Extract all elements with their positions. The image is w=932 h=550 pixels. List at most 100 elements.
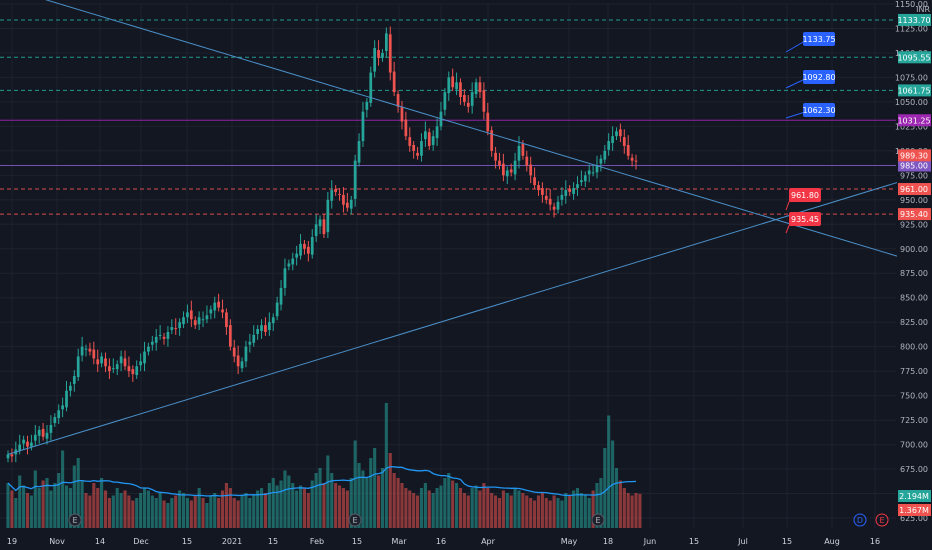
candle-body[interactable] — [92, 349, 96, 359]
candle-body[interactable] — [459, 82, 462, 98]
candle-body[interactable] — [143, 351, 146, 364]
candle-body[interactable] — [314, 224, 318, 237]
candle-body[interactable] — [69, 385, 72, 391]
candle-body[interactable] — [6, 454, 10, 459]
candle-body[interactable] — [521, 144, 525, 156]
candle-body[interactable] — [22, 439, 25, 444]
candle-body[interactable] — [264, 325, 267, 332]
candle-body[interactable] — [463, 95, 466, 102]
candle-body[interactable] — [560, 194, 564, 200]
candle-body[interactable] — [587, 170, 591, 175]
candle-body[interactable] — [537, 185, 540, 191]
candle-body[interactable] — [427, 132, 431, 146]
candle-body[interactable] — [541, 188, 544, 195]
candle-body[interactable] — [384, 33, 388, 51]
candle-body[interactable] — [494, 152, 497, 161]
candle-body[interactable] — [529, 164, 533, 176]
candle-body[interactable] — [591, 172, 595, 174]
candle-body[interactable] — [490, 130, 494, 151]
candle-body[interactable] — [57, 410, 61, 419]
candle-body[interactable] — [322, 219, 326, 235]
axis-level-tag[interactable]: 935.40 — [898, 208, 931, 221]
candle-body[interactable] — [37, 429, 41, 436]
candle-body[interactable] — [244, 346, 248, 362]
candle-body[interactable] — [396, 94, 400, 107]
candle-body[interactable] — [388, 34, 392, 73]
candle-body[interactable] — [18, 444, 22, 451]
candle-body[interactable] — [318, 219, 322, 227]
candle-body[interactable] — [131, 369, 135, 375]
candle-body[interactable] — [108, 366, 111, 372]
candle-body[interactable] — [158, 334, 162, 336]
candle-body[interactable] — [119, 356, 123, 364]
candle-body[interactable] — [291, 258, 295, 265]
candle-body[interactable] — [634, 160, 638, 162]
candle-body[interactable] — [435, 126, 439, 139]
candle-body[interactable] — [115, 364, 119, 370]
candle-body[interactable] — [232, 347, 236, 357]
candle-body[interactable] — [498, 160, 501, 166]
candle-body[interactable] — [201, 319, 205, 321]
candle-body[interactable] — [626, 144, 630, 156]
candle-body[interactable] — [240, 361, 244, 369]
candle-body[interactable] — [30, 442, 33, 447]
candle-body[interactable] — [299, 243, 302, 256]
candle-body[interactable] — [154, 336, 158, 343]
time-axis[interactable] — [0, 532, 932, 550]
candle-body[interactable] — [505, 170, 509, 177]
candle-body[interactable] — [287, 263, 291, 267]
candle-body[interactable] — [213, 302, 217, 311]
candle-body[interactable] — [123, 358, 127, 367]
candle-body[interactable] — [197, 317, 201, 325]
future-event-icon[interactable]: E — [875, 513, 889, 527]
candle-body[interactable] — [392, 71, 396, 93]
candle-body[interactable] — [135, 366, 139, 376]
candle-body[interactable] — [271, 317, 275, 324]
candle-body[interactable] — [619, 129, 622, 137]
candle-body[interactable] — [365, 101, 369, 110]
candle-body[interactable] — [45, 432, 49, 439]
candle-body[interactable] — [482, 90, 486, 112]
candle-body[interactable] — [61, 405, 64, 410]
candle-body[interactable] — [408, 137, 412, 146]
callout-box[interactable] — [789, 188, 821, 202]
candle-body[interactable] — [225, 312, 228, 328]
candle-body[interactable] — [470, 92, 474, 106]
candle-body[interactable] — [611, 136, 614, 144]
candle-body[interactable] — [267, 322, 271, 331]
candle-body[interactable] — [583, 175, 587, 182]
candle-body[interactable] — [252, 334, 256, 343]
candle-body[interactable] — [622, 137, 626, 146]
candle-body[interactable] — [170, 327, 174, 331]
candle-body[interactable] — [416, 152, 419, 156]
earnings-event-icon[interactable]: E — [68, 513, 82, 527]
trendline-descending[interactable] — [0, 0, 932, 376]
candle-body[interactable] — [443, 92, 447, 110]
candle-body[interactable] — [603, 150, 607, 160]
candle-body[interactable] — [236, 355, 240, 367]
candle-body[interactable] — [420, 141, 423, 156]
candle-body[interactable] — [111, 368, 115, 370]
candle-body[interactable] — [455, 82, 458, 90]
candle-body[interactable] — [295, 253, 299, 258]
candle-body[interactable] — [400, 106, 404, 122]
candle-body[interactable] — [517, 145, 521, 161]
candle-body[interactable] — [72, 376, 76, 384]
candle-body[interactable] — [162, 336, 166, 339]
candle-body[interactable] — [49, 424, 53, 433]
candle-body[interactable] — [595, 165, 599, 173]
candle-body[interactable] — [478, 82, 482, 93]
candle-body[interactable] — [10, 454, 14, 457]
candle-body[interactable] — [525, 156, 529, 166]
candle-body[interactable] — [404, 119, 408, 137]
candle-body[interactable] — [556, 201, 560, 210]
candle-body[interactable] — [357, 141, 361, 163]
candle-body[interactable] — [178, 322, 181, 329]
candle-body[interactable] — [100, 356, 103, 364]
candle-body[interactable] — [174, 328, 178, 330]
candle-body[interactable] — [509, 169, 513, 173]
axis-level-tag[interactable]: 1133.70 — [897, 13, 931, 26]
candle-body[interactable] — [306, 246, 310, 254]
candle-body[interactable] — [599, 158, 603, 164]
